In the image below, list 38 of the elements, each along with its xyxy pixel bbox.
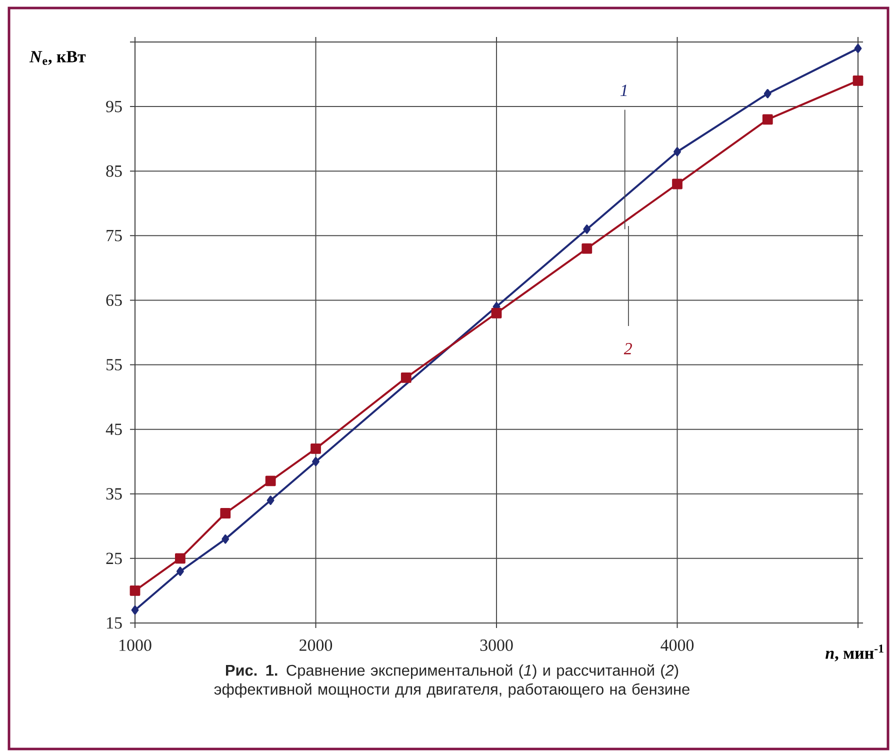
text: Рис. 1. Сравнение экспериментальной (1) и рассчитанной (2) эффективной мощности для двигателя, работающего на бензине (214, 664, 690, 698)
point (130, 586, 140, 596)
point (222, 534, 230, 544)
y-tick-label: 65 (106, 294, 122, 306)
point (266, 496, 274, 505)
point (852, 76, 864, 86)
y-tick-label: 35 (106, 488, 122, 500)
x-tick-label: 3000 (480, 640, 513, 651)
y-tick-label: 95 (106, 100, 122, 112)
point (176, 566, 184, 576)
y-tick-label: 75 (106, 230, 122, 242)
point (762, 114, 773, 125)
text: 2 (624, 343, 632, 354)
x-tick-label: 4000 (660, 640, 694, 651)
y-tick-label: 55 (106, 359, 122, 370)
point (854, 44, 862, 54)
y-axis-title: N$_{e}$, кВт (29, 51, 86, 65)
point (582, 243, 592, 254)
point (764, 89, 772, 98)
point (583, 224, 591, 234)
text: 1 (620, 84, 627, 96)
point (131, 605, 139, 615)
x-tick-label: 1000 (120, 640, 152, 651)
y-tick-label: 45 (106, 424, 122, 435)
x-axis-title: n, мин$^{-1}$ (826, 644, 884, 662)
point (174, 553, 186, 564)
point (312, 456, 320, 466)
point (310, 443, 321, 454)
point (491, 308, 502, 318)
y-tick-label: 25 (106, 552, 122, 564)
point (674, 147, 681, 156)
y-tick-label: 15 (107, 617, 122, 629)
point (220, 508, 231, 518)
y-tick-label: 85 (106, 165, 122, 177)
x-tick-label: 2000 (300, 640, 332, 651)
point (265, 476, 276, 486)
point (400, 372, 412, 383)
point (672, 178, 682, 190)
